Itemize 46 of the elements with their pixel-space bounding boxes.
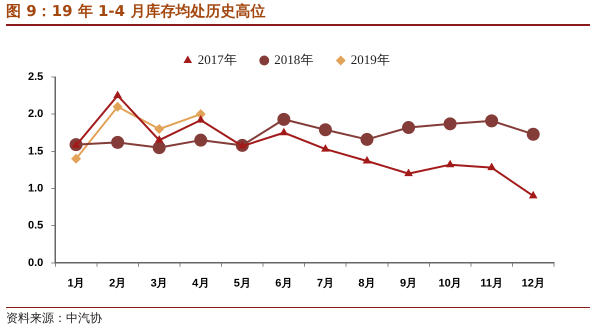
x-tick-label: 6月 [275,277,292,290]
y-tick-label: 2.0 [28,108,44,120]
point [360,132,374,146]
legend-label: 2017年 [198,52,237,67]
x-tick-label: 2月 [109,277,126,290]
point [194,134,208,147]
y-tick-label: 0.5 [28,220,44,232]
legend-label: 2019年 [350,52,390,67]
point [404,168,413,176]
point [402,121,416,134]
point [154,135,164,143]
point [487,162,496,170]
point [277,112,290,126]
point [113,90,122,98]
point [318,123,332,136]
text: 资料来源：中汽协 [6,307,590,327]
x-tick-label: 10月 [438,277,462,290]
legend-label: 2018年 [274,52,314,67]
x-tick-label: 5月 [234,277,251,290]
point [111,136,124,149]
point [444,117,457,130]
point [446,160,454,168]
point [196,115,206,123]
point [112,102,123,112]
y-tick-label: 2.5 [28,71,44,84]
point [526,128,540,141]
x-tick-label: 8月 [358,277,376,290]
y-tick-label: 1.0 [28,182,44,195]
x-tick-label: 11月 [480,277,503,290]
point [485,114,498,128]
point [154,124,164,134]
point [362,156,372,164]
point [528,190,538,198]
point [280,128,288,136]
x-tick-label: 9月 [400,277,418,290]
point [321,144,330,152]
x-tick-label: 12月 [522,277,545,290]
y-tick-label: 0.0 [28,256,44,269]
point [152,141,166,154]
chart-title: 图 9：19 年 1-4 月库存均处历史高位 [6,2,590,26]
x-tick-label: 7月 [316,277,334,290]
point [71,154,82,164]
y-tick-label: 1.5 [28,145,44,158]
x-tick-label: 3月 [150,277,168,290]
x-tick-label: 1月 [68,277,85,290]
x-tick-label: 4月 [192,277,210,290]
